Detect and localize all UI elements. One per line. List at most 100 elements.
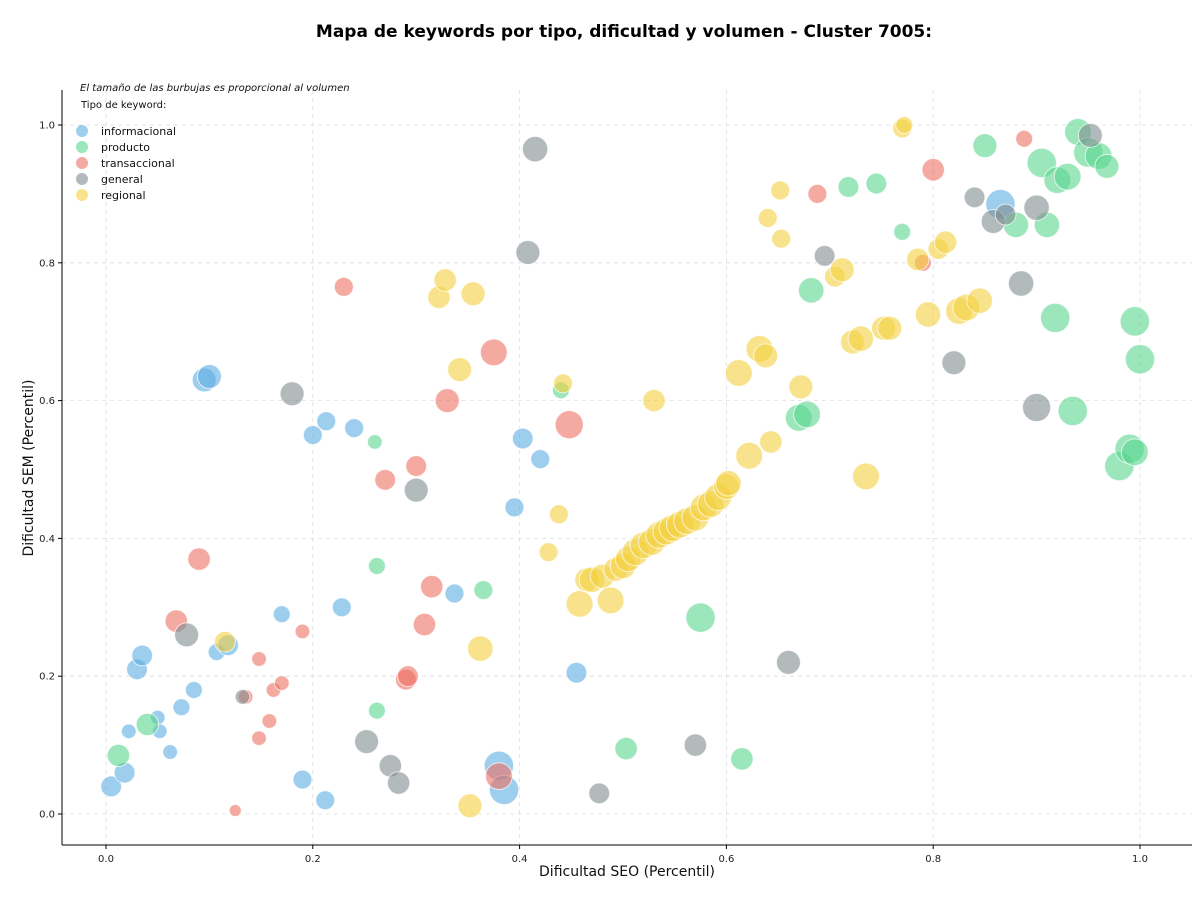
legend-label-transaccional: transaccional [101,157,175,170]
bubble-transaccional-2 [228,804,242,818]
bubble-informacional-18 [316,411,337,432]
y-tick-label-0: 0.0 [39,810,55,821]
bubble-transaccional-18 [479,338,508,367]
bubble-informacional-2 [120,723,137,740]
bubble-informacional-16 [302,425,323,446]
bubble-producto-1 [135,712,160,737]
bubble-regional-50 [895,116,914,134]
bubble-regional-14 [596,586,625,615]
bubble-regional-52 [914,301,942,328]
bubble-regional-32 [715,470,742,497]
bubble-informacional-4 [131,644,154,667]
bubble-transaccional-13 [397,665,419,688]
bubble-general-5 [386,771,411,795]
bubble-general-16 [994,203,1017,226]
bubble-informacional-15 [292,769,313,790]
legend-title: Tipo de keyword: [80,100,166,111]
bubble-producto-23 [1057,395,1088,427]
bubble-transaccional-5 [251,730,267,747]
legend-marker-general [76,173,88,185]
bubble-informacional-7 [162,744,178,760]
bubble-general-14 [963,186,986,209]
bubble-producto-3 [367,556,386,575]
bubble-transaccional-6 [261,713,278,729]
bubble-regional-5 [460,281,486,307]
bubble-informacional-8 [172,698,191,717]
series-regional [214,116,993,819]
bubble-producto-32 [1124,344,1156,375]
series-general [174,122,1103,805]
bubble-general-1 [234,689,251,705]
bubble-producto-21 [1053,162,1082,191]
bubble-transaccional-9 [294,623,311,640]
bubble-regional-48 [877,315,903,341]
bubble-general-2 [279,381,305,407]
bubble-producto-9 [730,747,754,771]
y-tick-label-4: 0.8 [39,258,55,269]
bubble-regional-7 [538,542,559,563]
bubble-regional-33 [724,359,753,387]
bubble-regional-57 [966,287,993,314]
bubble-informacional-19 [331,597,352,618]
bubble-regional-41 [788,374,814,400]
bubble-producto-11 [793,400,821,429]
bubble-regional-9 [553,373,574,394]
bubble-general-0 [174,622,200,648]
bubble-general-11 [775,649,801,675]
legend-marker-producto [76,141,88,153]
bubble-general-20 [1077,122,1103,148]
bubble-general-7 [515,239,541,265]
legend-marker-transaccional [76,157,88,169]
bubble-producto-14 [865,172,888,195]
legend-label-general: general [101,173,143,186]
bubble-general-3 [354,729,380,755]
bubble-transaccional-4 [251,651,267,667]
bubble-producto-7 [614,736,638,761]
bubble-informacional-27 [565,661,588,684]
bubble-general-19 [1022,392,1052,423]
x-tick-label-1: 0.2 [305,854,321,865]
series-producto [106,117,1156,771]
bubble-transaccional-14 [405,455,428,477]
legend-marker-informacional [76,125,88,137]
legend-label-producto: producto [101,141,150,154]
bubble-regional-45 [847,325,875,352]
bubble-general-8 [521,135,549,163]
bubble-informacional-14 [272,605,291,624]
bubble-regional-39 [770,180,791,201]
legend-label-regional: regional [101,189,146,202]
bubble-informacional-17 [315,790,336,811]
bubble-regional-43 [829,257,855,283]
x-tick-label-5: 1.0 [1132,854,1148,865]
bubble-general-18 [1023,194,1050,221]
grid [62,90,1192,845]
bubble-informacional-20 [344,418,365,439]
y-tick-label-1: 0.2 [39,672,55,683]
bubble-producto-22 [1040,302,1071,334]
x-tick-label-2: 0.4 [512,854,528,865]
chart-title: Mapa de keywords por tipo, dificultad y … [316,22,932,42]
bubble-producto-15 [893,222,912,241]
bubble-regional-51 [905,247,930,272]
tick-labels: 0.0 0.0 0.2 0.2 0.4 0.4 0.6 0.6 0.8 0.8 1.0 1.0 [39,121,1148,866]
bubble-general-17 [1007,270,1035,297]
y-tick-label-3: 0.6 [39,396,55,407]
bubble-producto-5 [473,580,494,601]
bubble-producto-4 [367,701,386,720]
bubble-regional-10 [565,589,594,618]
bubble-transaccional-11 [374,468,397,491]
bubble-regional-54 [933,230,958,254]
x-axis-label: Dificultad SEO (Percentil) [539,864,715,880]
bubble-informacional-25 [511,427,534,450]
legend-label-informacional: informacional [101,125,176,138]
bubble-producto-0 [106,743,131,768]
bubble-informacional-0 [100,775,123,798]
bubble-informacional-26 [530,449,551,470]
bubble-regional-37 [759,430,783,454]
bubble-regional-46 [852,462,880,491]
bubble-producto-13 [837,176,860,198]
axes [61,90,1192,846]
bubble-regional-2 [433,268,457,292]
bubble-producto-2 [366,434,383,450]
